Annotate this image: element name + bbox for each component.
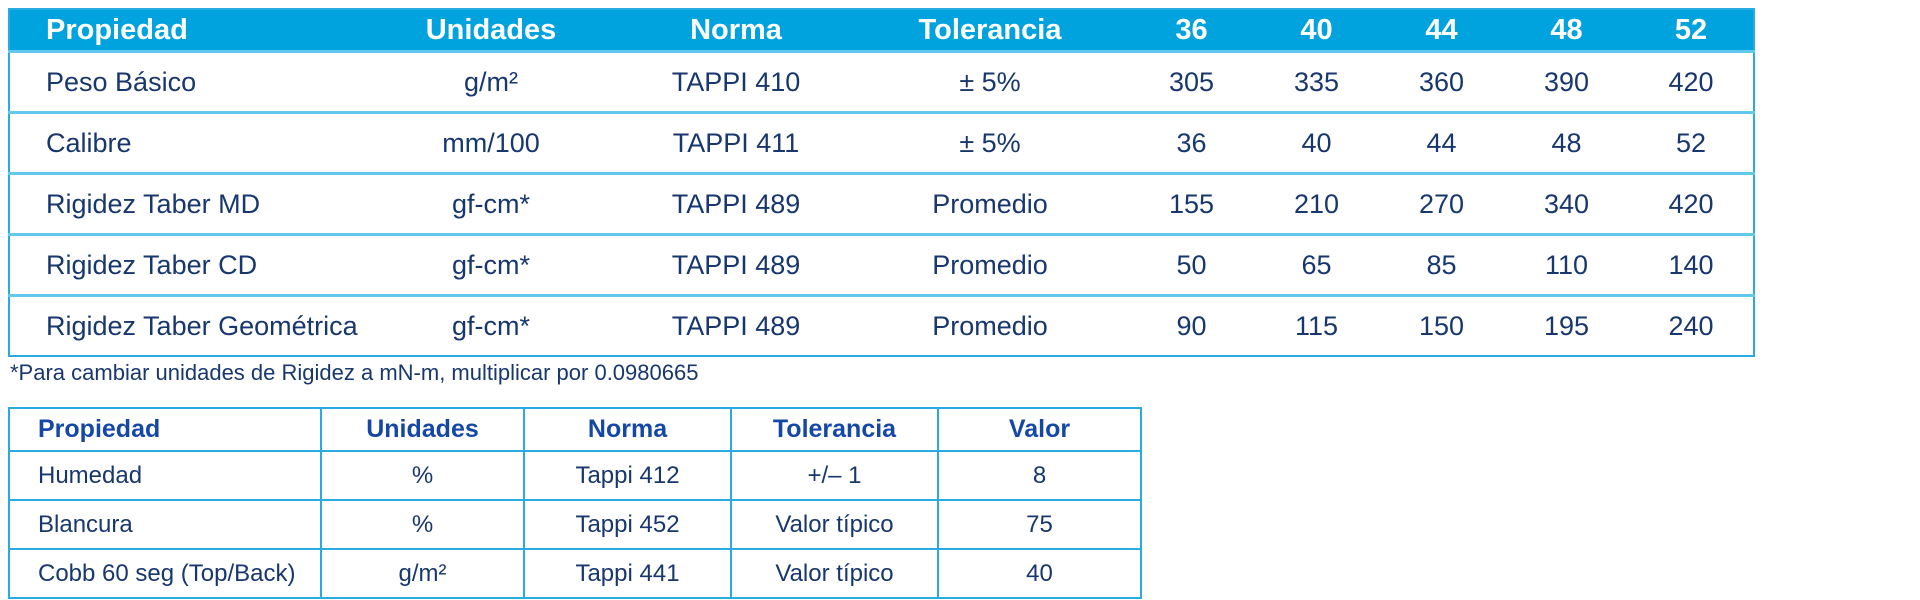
table-cell: g/m² xyxy=(361,50,621,113)
column-header-grade-36: 36 xyxy=(1129,9,1254,52)
table-cell: 44 xyxy=(1379,111,1504,174)
column-header-grade-52: 52 xyxy=(1629,9,1754,52)
column-header-grade-40: 40 xyxy=(1254,9,1379,52)
table-cell: Valor típico xyxy=(730,548,939,599)
column-header-grade-48: 48 xyxy=(1504,9,1629,52)
column-header-tolerancia: Tolerancia xyxy=(730,407,939,452)
table-row: Blancura % Tappi 452 Valor típico 75 xyxy=(8,499,1142,550)
table-cell: TAPPI 489 xyxy=(621,233,851,296)
table-cell: Rigidez Taber MD xyxy=(9,172,361,235)
table-cell: Tappi 412 xyxy=(523,450,732,501)
table-cell: 90 xyxy=(1129,294,1254,356)
table-cell: 240 xyxy=(1629,294,1754,356)
table-cell: Blancura xyxy=(8,499,322,550)
table-cell: TAPPI 489 xyxy=(621,172,851,235)
table-cell: 75 xyxy=(937,499,1142,550)
table-cell: TAPPI 489 xyxy=(621,294,851,356)
column-header-tolerancia: Tolerancia xyxy=(851,9,1129,52)
table-cell: 420 xyxy=(1629,172,1754,235)
table-cell: 115 xyxy=(1254,294,1379,356)
table-cell: % xyxy=(320,450,525,501)
table-row: Calibre mm/100 TAPPI 411 ± 5% 36 40 44 4… xyxy=(9,111,1754,174)
table-cell: 110 xyxy=(1504,233,1629,296)
table-cell: 52 xyxy=(1629,111,1754,174)
table-cell: Valor típico xyxy=(730,499,939,550)
table-cell: gf-cm* xyxy=(361,233,621,296)
table-header-row: Propiedad Unidades Norma Tolerancia Valo… xyxy=(8,407,1142,452)
table-cell: TAPPI 410 xyxy=(621,50,851,113)
table-row: Rigidez Taber MD gf-cm* TAPPI 489 Promed… xyxy=(9,172,1754,235)
table-cell: 150 xyxy=(1379,294,1504,356)
table-cell: 8 xyxy=(937,450,1142,501)
table-cell: Tappi 441 xyxy=(523,548,732,599)
table-cell: TAPPI 411 xyxy=(621,111,851,174)
table-cell: 140 xyxy=(1629,233,1754,296)
general-properties-table: Propiedad Unidades Norma Tolerancia Valo… xyxy=(8,407,1142,599)
table-cell: 340 xyxy=(1504,172,1629,235)
column-header-unidades: Unidades xyxy=(320,407,525,452)
table-cell: 85 xyxy=(1379,233,1504,296)
grades-spec-table: Propiedad Unidades Norma Tolerancia 36 4… xyxy=(8,8,1755,357)
table-cell: 48 xyxy=(1504,111,1629,174)
column-header-propiedad: Propiedad xyxy=(9,9,361,52)
table-header-row: Propiedad Unidades Norma Tolerancia 36 4… xyxy=(9,9,1754,52)
column-header-grade-44: 44 xyxy=(1379,9,1504,52)
table-cell: 195 xyxy=(1504,294,1629,356)
table-cell: % xyxy=(320,499,525,550)
table-cell: 335 xyxy=(1254,50,1379,113)
table-cell: ± 5% xyxy=(851,50,1129,113)
table-cell: 65 xyxy=(1254,233,1379,296)
column-header-unidades: Unidades xyxy=(361,9,621,52)
table-cell: Rigidez Taber CD xyxy=(9,233,361,296)
table-cell: ± 5% xyxy=(851,111,1129,174)
column-header-valor: Valor xyxy=(937,407,1142,452)
table-cell: gf-cm* xyxy=(361,294,621,356)
table-row: Cobb 60 seg (Top/Back) g/m² Tappi 441 Va… xyxy=(8,548,1142,599)
table-cell: Peso Básico xyxy=(9,50,361,113)
table-cell: 305 xyxy=(1129,50,1254,113)
table-cell: g/m² xyxy=(320,548,525,599)
stiffness-conversion-footnote: *Para cambiar unidades de Rigidez a mN-m… xyxy=(10,360,699,385)
table-cell: Promedio xyxy=(851,233,1129,296)
table-row: Rigidez Taber Geométrica gf-cm* TAPPI 48… xyxy=(9,294,1754,356)
table-cell: 40 xyxy=(1254,111,1379,174)
table-row: Peso Básico g/m² TAPPI 410 ± 5% 305 335 … xyxy=(9,50,1754,113)
table-cell: mm/100 xyxy=(361,111,621,174)
table-cell: 36 xyxy=(1129,111,1254,174)
table-cell: 270 xyxy=(1379,172,1504,235)
table-cell: 155 xyxy=(1129,172,1254,235)
table-row: Rigidez Taber CD gf-cm* TAPPI 489 Promed… xyxy=(9,233,1754,296)
column-header-norma: Norma xyxy=(621,9,851,52)
table-cell: Cobb 60 seg (Top/Back) xyxy=(8,548,322,599)
table-cell: Promedio xyxy=(851,172,1129,235)
table-cell: 390 xyxy=(1504,50,1629,113)
table-cell: 40 xyxy=(937,548,1142,599)
table-row: Humedad % Tappi 412 +/– 1 8 xyxy=(8,450,1142,501)
table-cell: 210 xyxy=(1254,172,1379,235)
table-cell: gf-cm* xyxy=(361,172,621,235)
table-cell: +/– 1 xyxy=(730,450,939,501)
table-cell: Humedad xyxy=(8,450,322,501)
column-header-norma: Norma xyxy=(523,407,732,452)
table-cell: 420 xyxy=(1629,50,1754,113)
table-cell: 360 xyxy=(1379,50,1504,113)
table-cell: Calibre xyxy=(9,111,361,174)
table-cell: Tappi 452 xyxy=(523,499,732,550)
column-header-propiedad: Propiedad xyxy=(8,407,322,452)
table-cell: Promedio xyxy=(851,294,1129,356)
table-cell: Rigidez Taber Geométrica xyxy=(9,294,361,356)
table-cell: 50 xyxy=(1129,233,1254,296)
